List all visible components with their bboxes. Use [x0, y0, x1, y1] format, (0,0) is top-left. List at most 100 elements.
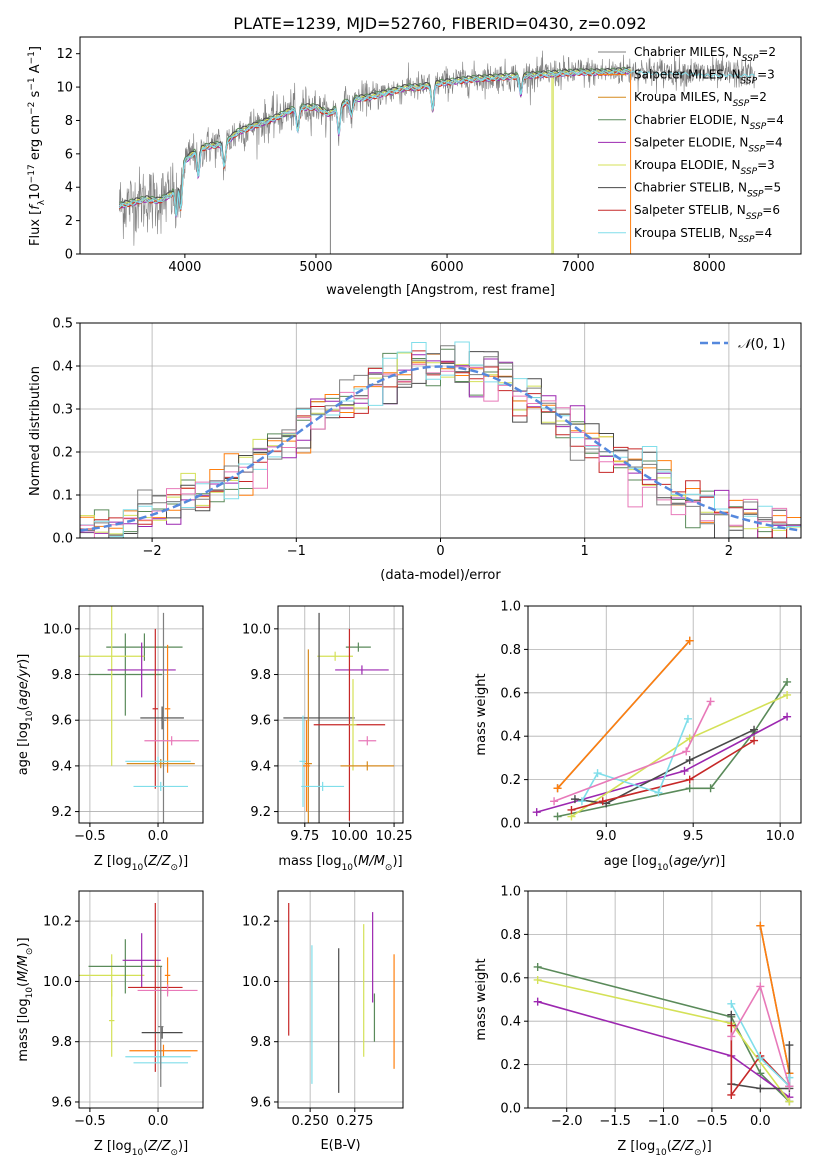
x-axis-label: Z [log10(Z/Z⊙)] [617, 1139, 711, 1158]
plots-layer: 4000 5000 6000 7000 8000024681012wavelength … [16, 36, 802, 1158]
age_vs_Z-axes: −0.5 0.0 9.2 9.4 9.6 9.8 10.0 Z [log10(Z/Z⊙)] ag… [16, 605, 204, 873]
histogram-chabrier_miles [80, 345, 801, 538]
x-tick-label: 6000 [431, 260, 464, 275]
x-axis-label: (data-model)/error [380, 568, 501, 583]
weight-marker [577, 797, 586, 806]
weight-marker [685, 756, 694, 765]
y-tick-label: 9.8 [250, 668, 271, 683]
y-tick-label: 9.4 [250, 759, 271, 774]
y-tick-label: 0.0 [500, 817, 521, 832]
y-tick-label: 10.2 [242, 915, 271, 930]
legend-entry: 𝒩(0, 1) [738, 337, 785, 352]
y-tick-label: 9.6 [51, 714, 72, 729]
y-tick-label: 0.8 [500, 643, 521, 658]
y-tick-label: 9.6 [51, 1095, 72, 1110]
y-axis-label: Flux [fλ10−17 erg cm−2 s−1 A−1] [27, 46, 47, 246]
axes-frame [79, 322, 802, 539]
weight-marker [680, 766, 689, 775]
weight-marker [567, 805, 576, 814]
x-axis-label: age [log10(age/yr)] [604, 854, 726, 873]
y-tick-label: 9.4 [51, 759, 72, 774]
spectrum-model-salpeter_stelib [119, 70, 631, 216]
x-tick-label: 10.00 [331, 829, 368, 844]
weight-marker [533, 962, 542, 971]
age_vs_mass-axes: 9.75 10.00 10.25 9.2 9.4 9.6 9.8 10.0 mass [log1… [242, 605, 413, 873]
weight-marker [553, 812, 562, 821]
weight-marker [533, 975, 542, 984]
y-tick-label: 12 [56, 47, 73, 62]
x-tick-label: 0.0 [148, 1114, 169, 1129]
legend-entry: Chabrier STELIB, NSSP=5 [634, 181, 781, 200]
weight-line-salpeter_miles [557, 640, 691, 789]
x-tick-label: −0.5 [74, 829, 106, 844]
weight-marker [654, 788, 663, 797]
y-tick-label: 0.8 [500, 928, 521, 943]
weight-line-salpeter_miles [759, 925, 791, 1074]
mass_vs_Z-axes: −0.5 0.0 9.6 9.8 10.0 10.2 Z [log10(Z/Z⊙)] mass… [16, 890, 204, 1158]
x-tick-label: −2 [143, 544, 162, 559]
weight-marker [783, 690, 792, 699]
y-tick-label: 0.3 [52, 403, 73, 418]
y-tick-label: 10.0 [43, 975, 72, 990]
y-tick-label: 0.5 [52, 317, 73, 332]
legend-entry: Salpeter STELIB, NSSP=6 [634, 203, 780, 222]
y-tick-label: 0.2 [500, 1058, 521, 1073]
weight-marker [785, 1041, 794, 1050]
x-tick-label: 1 [581, 544, 589, 559]
normal-curve [80, 365, 801, 532]
y-tick-label: 0.2 [500, 773, 521, 788]
x-tick-label: −1.5 [599, 1114, 631, 1129]
plot-area [80, 341, 801, 538]
y-tick-label: 9.8 [51, 668, 72, 683]
legend-entry: Chabrier ELODIE, NSSP=4 [634, 113, 784, 132]
weight-line-salpeter_stelib [571, 739, 755, 811]
x-axis-label: mass [log10(M/M⊙)] [278, 854, 402, 873]
plot-area [79, 606, 199, 823]
y-tick-label: 0 [65, 248, 73, 263]
y-tick-label: 0.2 [52, 446, 73, 461]
y-tick-label: 10.0 [242, 975, 271, 990]
y-tick-label: 10.0 [43, 622, 72, 637]
y-tick-label: 0.4 [500, 1015, 521, 1030]
x-axis-label: Z [log10(Z/Z⊙)] [94, 1139, 188, 1158]
legend-entry: Salpeter ELODIE, NSSP=4 [634, 135, 783, 154]
weight_vs_age-axes: 9.0 9.5 10.0 0.0 0.2 0.4 0.6 0.8 1.0 age [log10(a… [474, 600, 802, 873]
weight-marker [685, 775, 694, 784]
weight-marker [783, 677, 792, 686]
weight-marker [727, 1010, 736, 1019]
legend-entry: Salpeter MILES, NSSP=3 [634, 68, 775, 87]
axes-frame [527, 890, 802, 1109]
weight-marker [553, 784, 562, 793]
x-tick-label: −0.5 [696, 1114, 728, 1129]
y-tick-label: 6 [65, 147, 73, 162]
axes-frame [78, 605, 204, 824]
x-axis-label: wavelength [Angstrom, rest frame] [326, 283, 555, 298]
x-tick-label: 7000 [562, 260, 595, 275]
axes-frame [277, 605, 404, 824]
y-tick-label: 9.6 [250, 714, 271, 729]
weight-marker [783, 712, 792, 721]
legend-entry: Kroupa MILES, NSSP=2 [634, 90, 767, 109]
y-tick-label: 9.2 [51, 805, 72, 820]
y-tick-label: 2 [65, 214, 73, 229]
x-tick-label: −1.0 [648, 1114, 680, 1129]
weight-marker [727, 1021, 736, 1030]
x-tick-label: 2 [725, 544, 733, 559]
plot-area [79, 903, 198, 1087]
axes-frame [527, 605, 802, 824]
y-tick-label: 9.8 [250, 1035, 271, 1050]
x-axis-label: Z [log10(Z/Z⊙)] [94, 854, 188, 873]
weight-marker [598, 797, 607, 806]
weight-line-chabrier_stelib [574, 728, 755, 805]
legend-entry: Kroupa STELIB, NSSP=4 [634, 226, 772, 245]
y-tick-label: 0.1 [52, 489, 73, 504]
y-tick-label: 9.6 [250, 1095, 271, 1110]
spectrum-model-chabrier_stelib [119, 66, 631, 214]
residuals-axes: −2 −1 0 1 2 0.0 0.1 0.2 0.3 0.4 0.5 (data-model)/er… [28, 317, 802, 583]
weight-marker [570, 795, 579, 804]
weight-marker [756, 982, 765, 991]
x-tick-label: 10.0 [766, 829, 795, 844]
y-axis-label: Normed distribution [28, 366, 43, 496]
axes-frame [277, 890, 404, 1109]
